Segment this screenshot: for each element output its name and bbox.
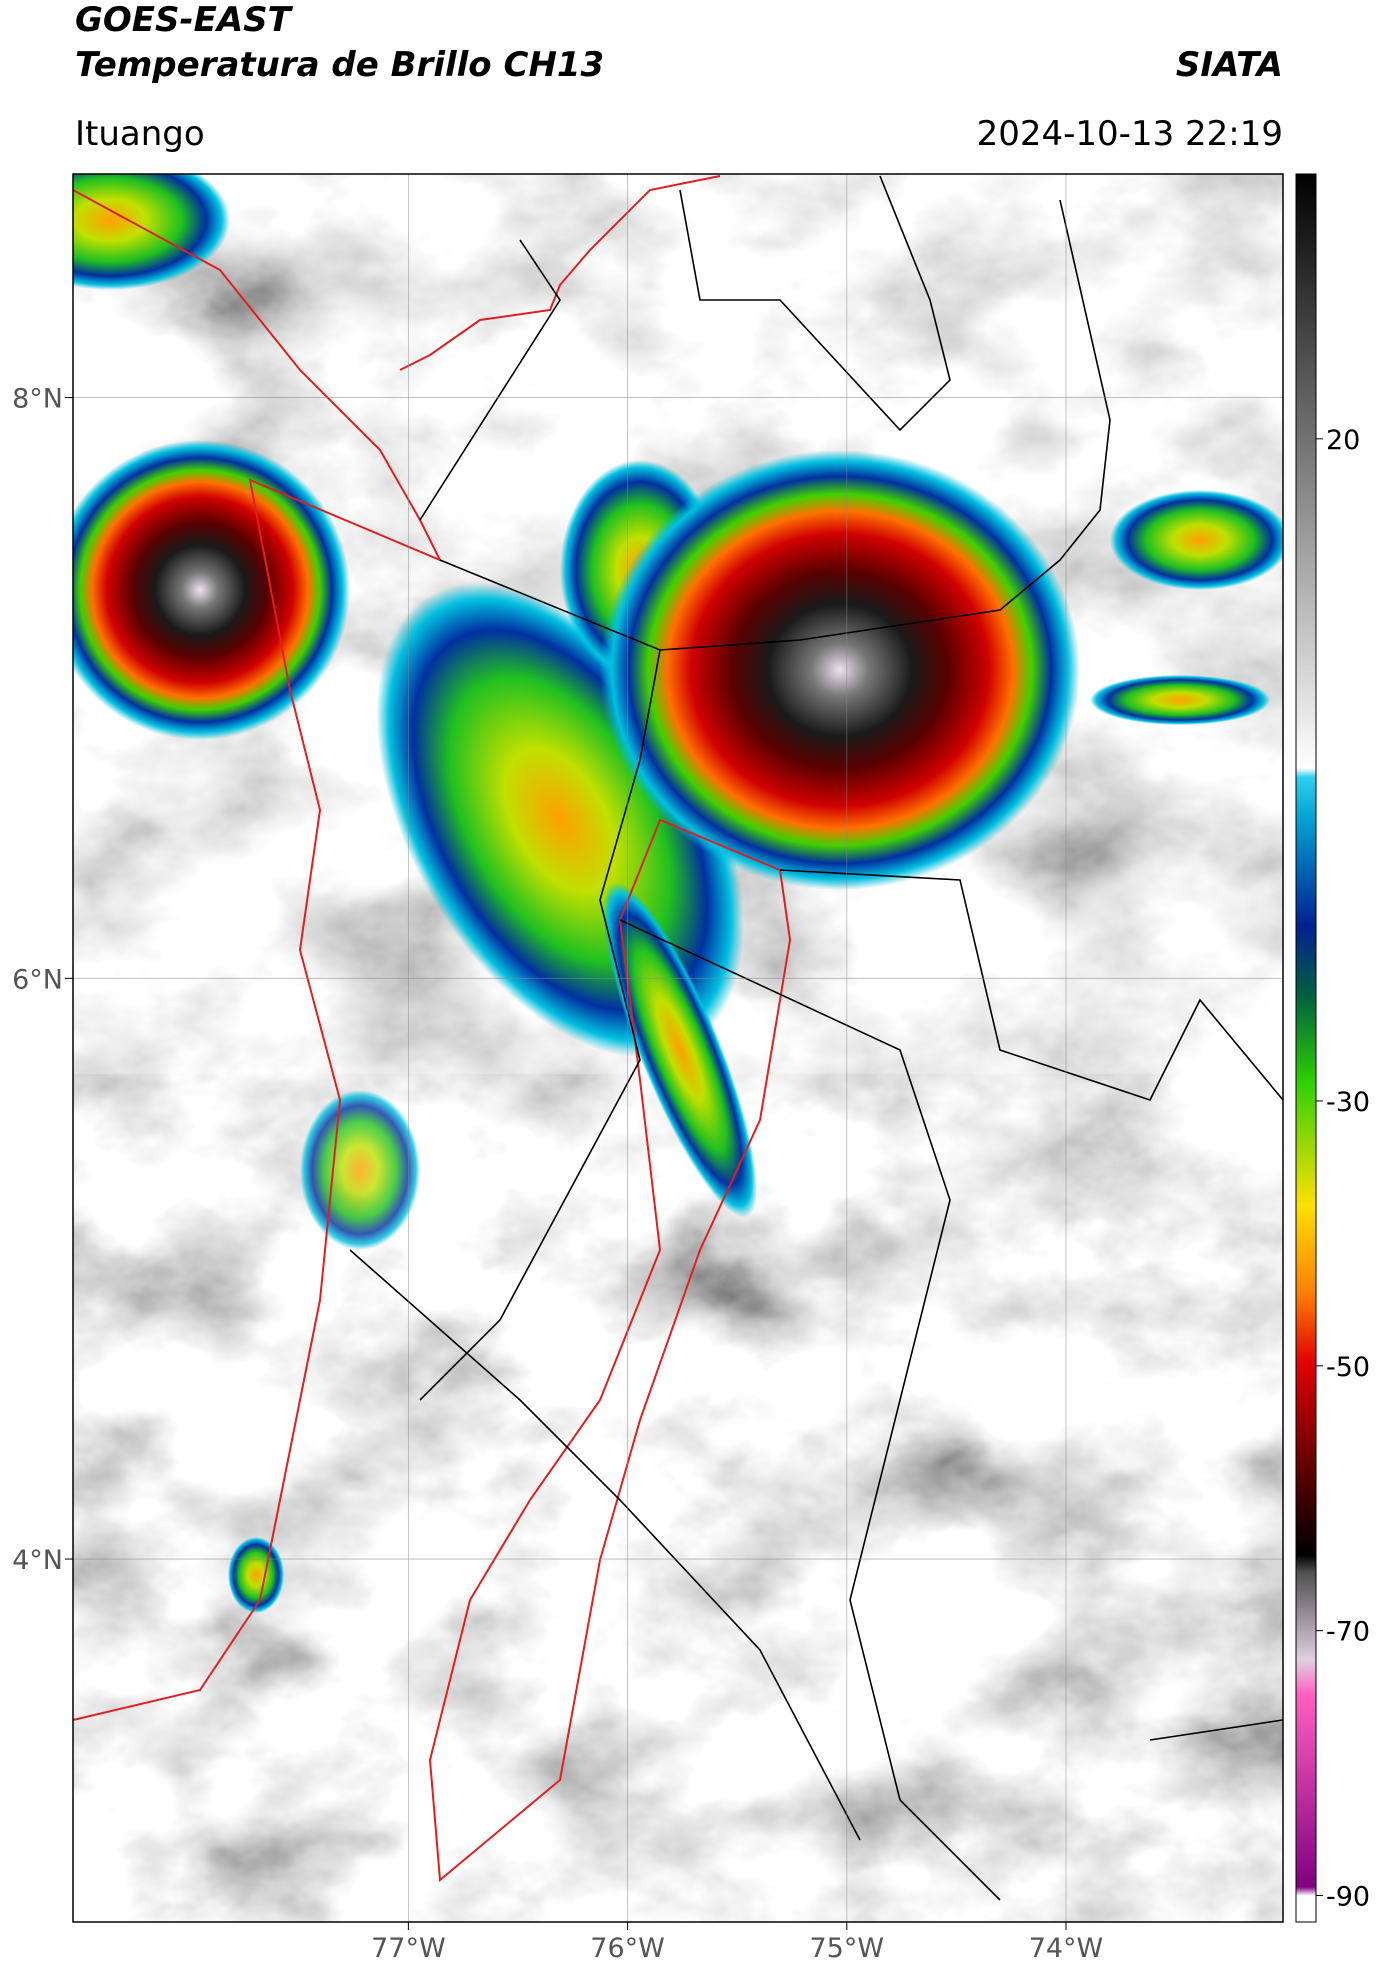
colorbar-tick-label: -30: [1326, 1087, 1370, 1118]
imagery: [73, 174, 1283, 1922]
y-tick-label: 8°N: [12, 384, 63, 415]
x-tick-label: 77°W: [371, 1933, 446, 1964]
colorbar-tick-label: -90: [1326, 1882, 1370, 1913]
y-tick-label: 6°N: [12, 964, 63, 995]
map-frame: [72, 173, 1284, 1923]
x-tick-label: 75°W: [810, 1933, 885, 1964]
location: Ituango: [75, 114, 205, 154]
colorbar-tick-label: 20: [1326, 425, 1360, 456]
y-tick-label: 4°N: [12, 1545, 63, 1576]
title: GOES-EAST: [75, 0, 291, 40]
colorbar-tick-label: -70: [1326, 1617, 1370, 1648]
datetime: 2024-10-13 22:19: [976, 114, 1283, 154]
source: SIATA: [1175, 45, 1283, 85]
graticule: [73, 174, 1283, 1922]
colorbar-tick-label: -50: [1326, 1352, 1370, 1383]
x-tick-label: 76°W: [590, 1933, 665, 1964]
subtitle: Temperatura de Brillo CH13: [75, 45, 605, 85]
colorbar: [1295, 173, 1317, 1923]
x-tick-label: 74°W: [1029, 1933, 1104, 1964]
